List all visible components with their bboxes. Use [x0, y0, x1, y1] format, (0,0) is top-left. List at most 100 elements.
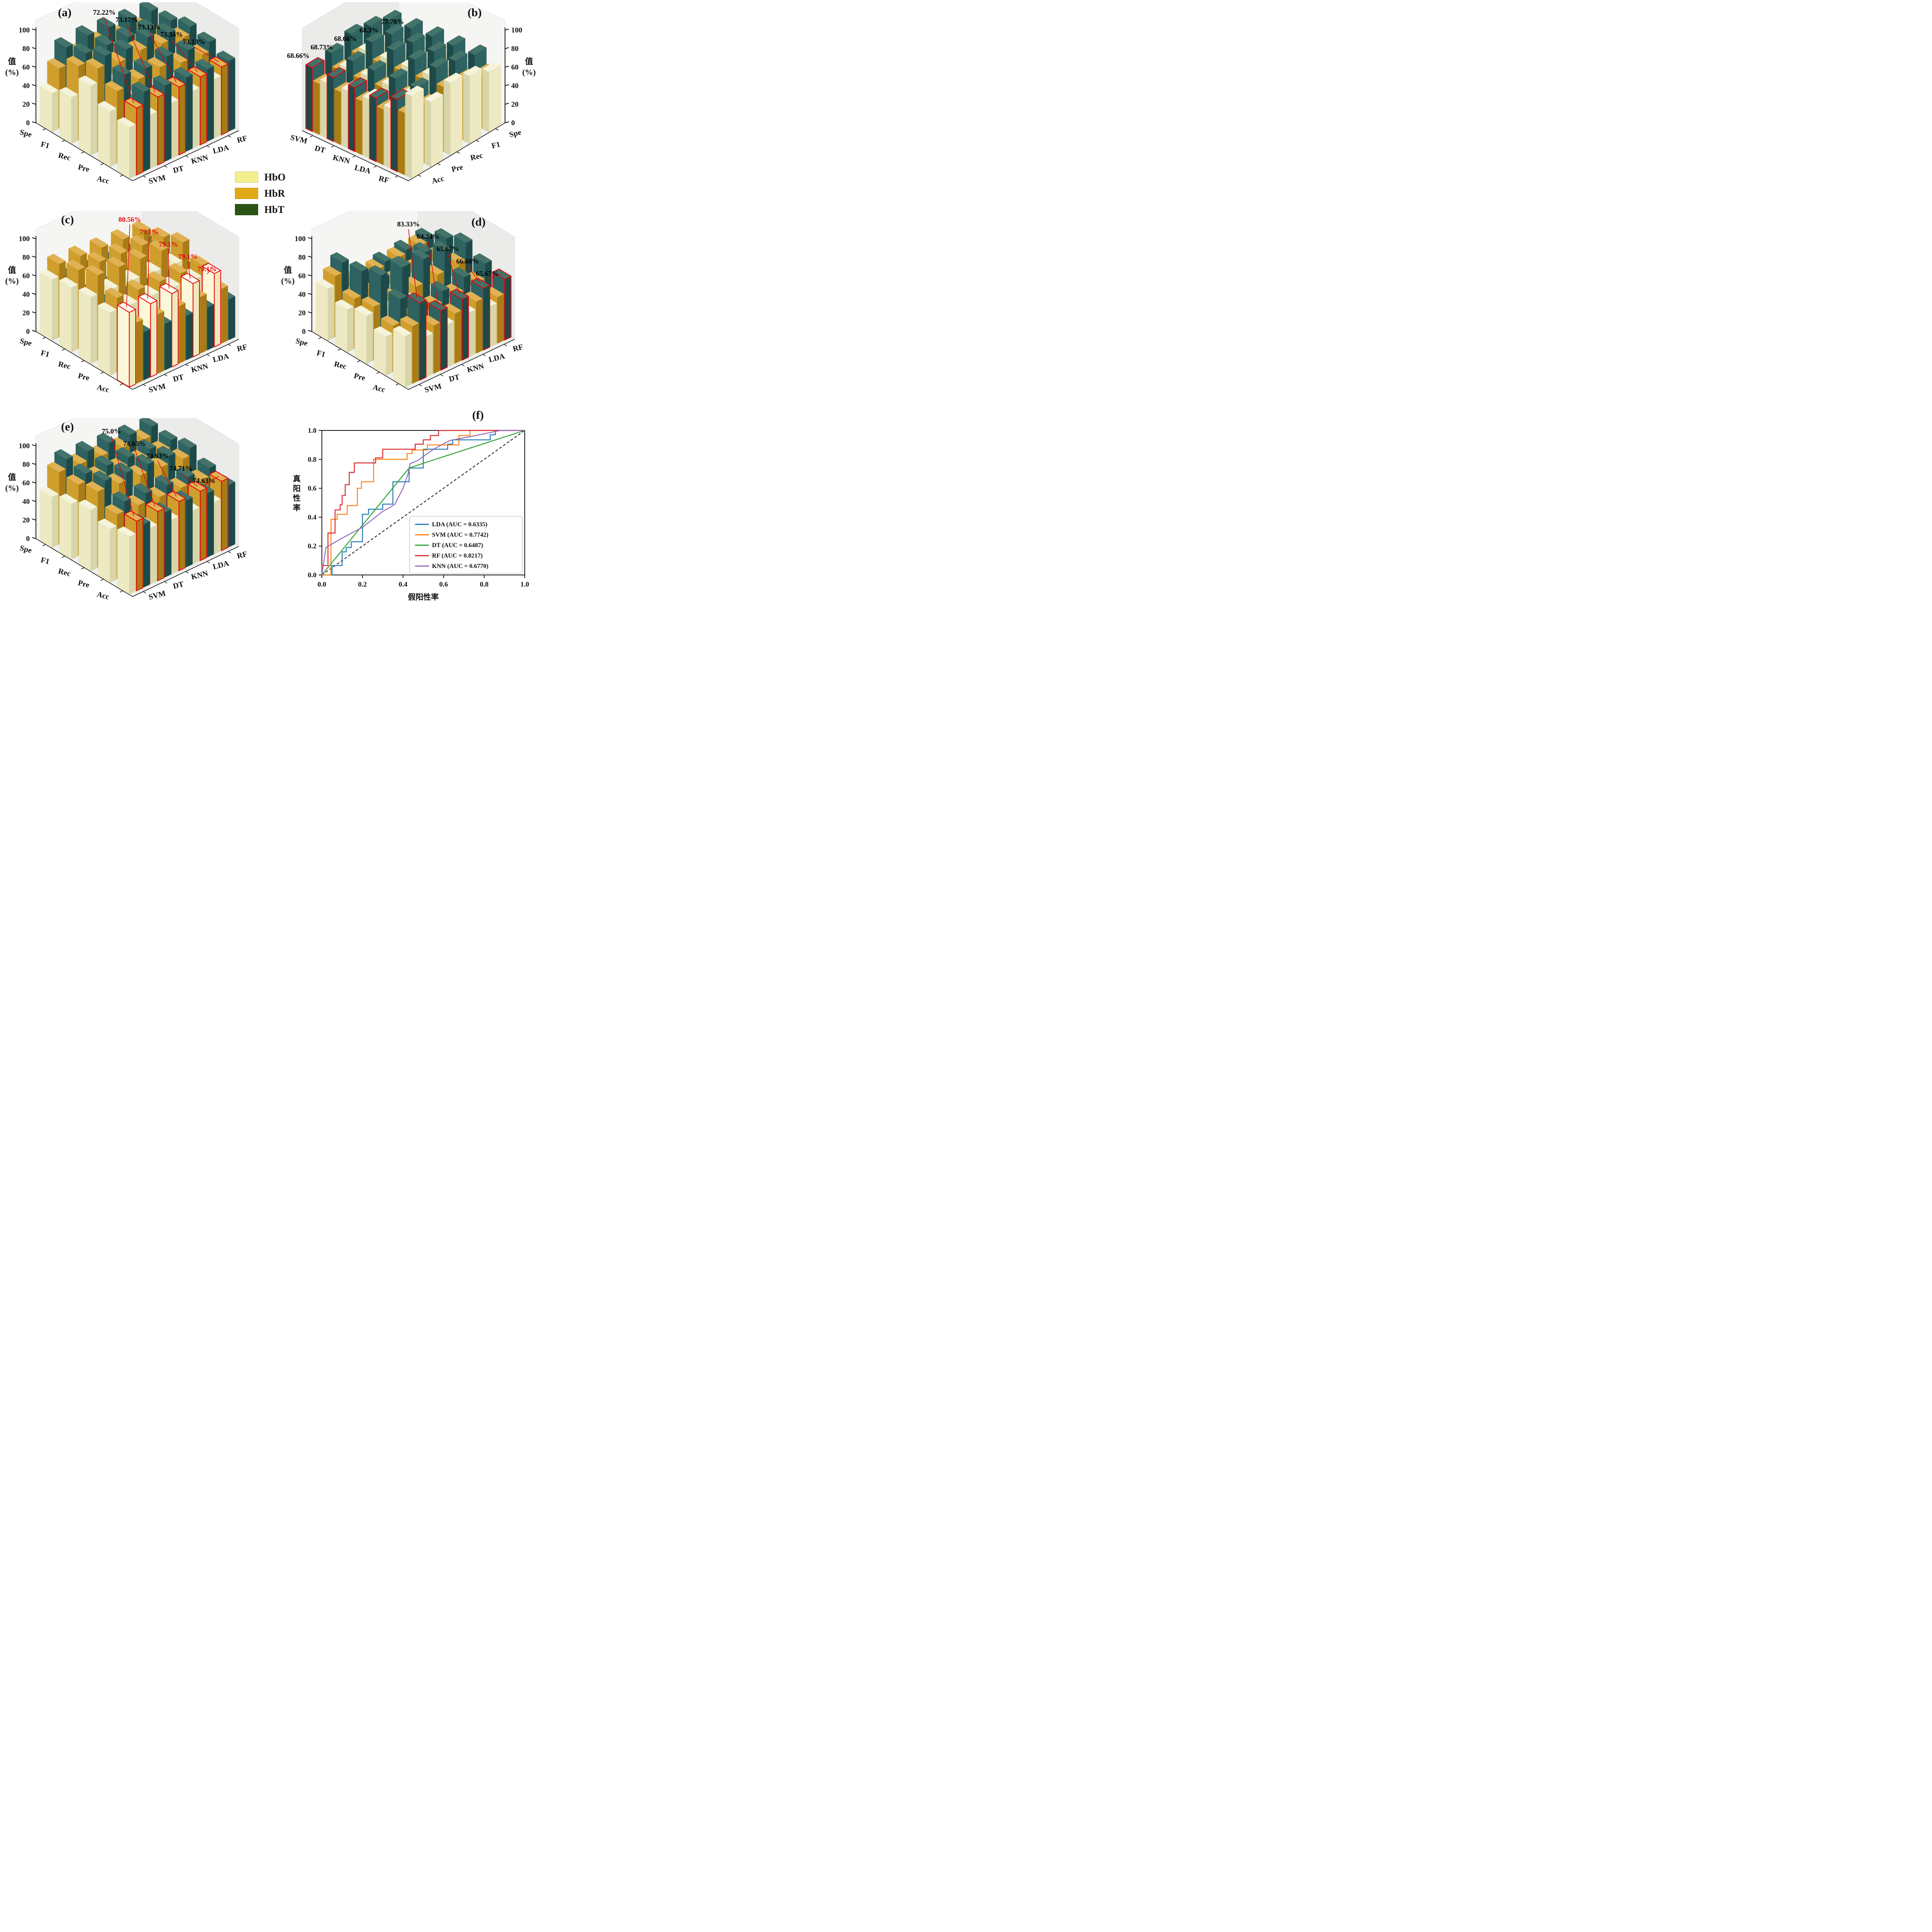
annotation-leader-line	[204, 476, 219, 486]
z-tick-label: 100	[511, 26, 522, 34]
annotation-b-SVM: 68.66%	[287, 52, 310, 60]
annotation-c-RF: 79.1%	[197, 265, 217, 273]
bar-a-SVM-Pre-HbO	[98, 101, 117, 167]
annotation-leader-line	[134, 448, 155, 507]
y-axis-label: 真阳性率	[293, 474, 301, 512]
z-tick-label: 0	[302, 328, 306, 336]
annotations: 68.66%68.73%68.66%68.3%77.78%	[287, 18, 404, 60]
metric-label: Rec	[333, 360, 347, 371]
metric-label: F1	[316, 349, 326, 359]
hbt-swatch-icon	[235, 204, 258, 215]
z-tick-label: 100	[19, 442, 30, 450]
y-tick-label: 0.6	[308, 485, 317, 492]
hbo-swatch-icon	[235, 172, 258, 183]
y-tick-label: 0.2	[308, 542, 317, 550]
annotation-c-DT: 79.1%	[139, 228, 159, 236]
z-axis-label: (%)	[522, 68, 536, 77]
classifier-label: SVM	[148, 382, 167, 395]
classifier-label: KNN	[190, 362, 209, 374]
metric-label: F1	[491, 140, 501, 150]
annotation-e-DT: 74.65%	[123, 440, 146, 447]
panel-f-roc-chart: 0.0 0.2 0.4 0.6 0.8 1.0 0.0 0.2 0.4 0.6 0.8 1.0 假阳性率…	[293, 427, 529, 602]
classifier-label: LDA	[212, 352, 230, 364]
bars	[40, 2, 235, 179]
metric-label: Pre	[451, 163, 464, 174]
legend-item-hbt: HbT	[235, 204, 286, 215]
z-axis-label: 值	[525, 57, 533, 66]
roc-plot: 0.0 0.2 0.4 0.6 0.8 1.0 0.0 0.2 0.4 0.6 0.8 1.0 假阳性率…	[293, 427, 529, 602]
annotation-d-DT: 64.24%	[417, 233, 440, 240]
legend-entry: RF (AUC = 0.8217)	[432, 553, 483, 559]
annotation-leader-line	[467, 266, 481, 284]
z-axis-label: 值	[284, 265, 292, 275]
bar-d-SVM-Acc-HbO	[393, 326, 412, 388]
bar-a-SVM-Acc-HbO	[117, 117, 136, 179]
panel-letter-a: (a)	[58, 6, 71, 19]
bar-c-SVM-Rec-HbO	[78, 287, 97, 364]
bars	[40, 221, 235, 388]
panel-letter-d: (d)	[471, 216, 486, 228]
z-axis-label: 值	[8, 473, 16, 482]
classifier-label: KNN	[466, 362, 485, 374]
metric-label: Pre	[353, 371, 366, 383]
bar-a-SVM-Rec-HbO	[78, 75, 97, 156]
z-tick-label: 80	[511, 45, 519, 53]
classifier-label: RF	[378, 174, 390, 185]
z-tick-label: 80	[22, 45, 30, 53]
z-tick-label: 60	[22, 272, 30, 280]
panel-d: 0 20 40 60 80 100 值 (%) Acc Pre Rec F1 Spe SVM DT KNN LD…	[279, 211, 536, 413]
annotation-leader-line	[126, 224, 130, 308]
z-tick-label: 20	[511, 100, 519, 109]
x-tick-label: 0.0	[318, 580, 327, 588]
metric-label: Acc	[96, 383, 110, 394]
classifier-label: DT	[448, 372, 461, 383]
z-axis: 0 20 40 60 80 100 值(%)	[281, 235, 312, 336]
z-tick-label: 60	[22, 479, 30, 487]
z-tick-label: 80	[22, 253, 30, 262]
panel-a: 0 20 40 60 80 100 值 (%) Acc Pre Rec F1 Spe SVM DT KNN LD…	[3, 2, 260, 204]
annotation-e-SVM: 75.0%	[102, 427, 121, 435]
x-tick-label: 0.6	[439, 580, 448, 588]
x-tick-label: 0.4	[399, 580, 408, 588]
bar-e-SVM-Rec-HbO	[78, 499, 97, 571]
x-tick-label: 0.8	[480, 580, 489, 588]
metric-label: Acc	[372, 383, 386, 394]
bar-d-SVM-Spe-HbO	[316, 278, 335, 341]
bar-b-RF-Rec-HbO	[444, 72, 463, 156]
bars	[305, 10, 501, 179]
annotation-e-LDA: 74.71%	[170, 464, 192, 472]
y-tick-label: 0.0	[308, 571, 317, 579]
bar-c-SVM-F1-HbO	[59, 277, 78, 353]
bar-b-RF-Pre-HbO	[424, 92, 443, 167]
metric-label: Pre	[77, 163, 90, 174]
z-tick-label: 60	[298, 272, 306, 280]
annotation-leader-line	[428, 241, 439, 306]
z-tick-label: 40	[22, 291, 30, 299]
z-tick-label: 80	[22, 461, 30, 469]
annotation-d-LDA: 66.68%	[456, 257, 479, 265]
z-tick-label: 40	[22, 82, 30, 90]
classifier-label: RF	[236, 550, 248, 561]
annotation-d-RF: 65.67%	[476, 270, 499, 277]
metric-label: Pre	[77, 371, 90, 383]
annotation-leader-line	[447, 253, 460, 294]
bar-c-SVM-Spe-HbO	[40, 269, 59, 341]
classifier-label: SVM	[423, 382, 442, 395]
panel-e-chart: 0 20 40 60 80 100 值(%) Acc Pre Rec F1 Spe SVM DT KNNLD…	[5, 418, 248, 602]
z-tick-label: 0	[26, 535, 30, 543]
z-tick-label: 40	[298, 291, 306, 299]
annotation-c-LDA: 79.1%	[178, 253, 197, 260]
annotation-a-RF: 73.13%	[183, 38, 206, 46]
z-axis: 0 20 40 60 80 100 值(%)	[5, 442, 36, 543]
classifier-label: LDA	[212, 143, 230, 156]
annotation-b-KNN: 68.66%	[334, 35, 357, 43]
panel-d-chart: 0 20 40 60 80 100 值(%) Acc Pre Rec F1 Spe SVM DT KNNLD…	[281, 211, 524, 395]
z-tick-label: 40	[22, 498, 30, 506]
z-axis-label: 值	[8, 265, 16, 275]
legend-entry: SVM (AUC = 0.7742)	[432, 532, 488, 538]
metric-label: Rec	[469, 151, 484, 162]
panel-letter-c: (c)	[61, 213, 74, 226]
metric-label: Acc	[96, 174, 110, 185]
annotation-a-DT: 73.17%	[116, 16, 138, 24]
panel-b: 0 20 40 60 80 100 值 (%) Acc Pre Rec F1 Spe RF LDA KNN DT…	[279, 2, 536, 204]
